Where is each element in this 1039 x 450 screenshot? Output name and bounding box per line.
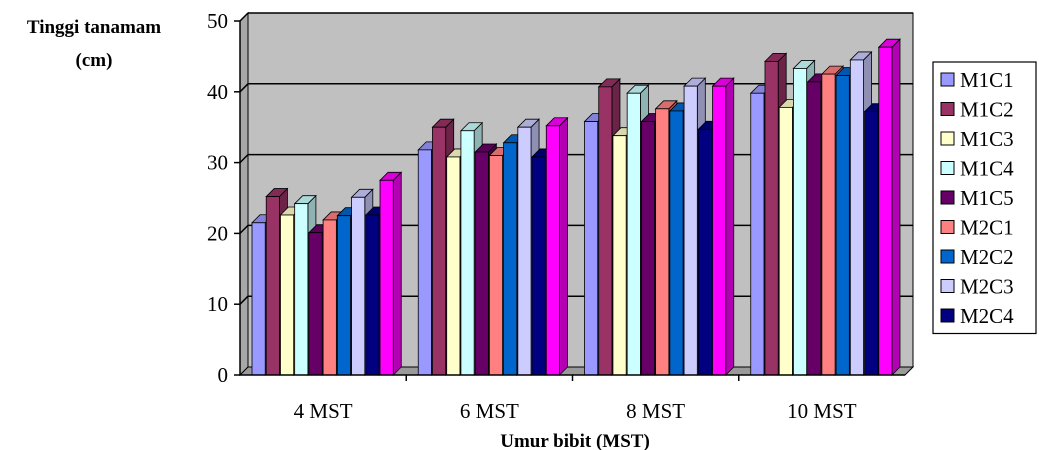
bar-front: [365, 214, 380, 376]
y-tick-label: 0: [218, 363, 229, 387]
legend-label: M2C1: [960, 216, 1014, 240]
bar-front: [750, 92, 765, 376]
bar: [545, 116, 569, 376]
bar-front: [351, 196, 366, 376]
legend-label: M1C4: [960, 157, 1014, 181]
bar-front: [778, 106, 793, 376]
bar-front: [641, 121, 656, 376]
legend-swatch: [940, 102, 955, 116]
bar-front: [878, 46, 893, 376]
bar-side: [725, 77, 735, 376]
bar-front: [460, 130, 475, 376]
bar-front: [807, 81, 822, 376]
x-tick-label: 4 MST: [294, 399, 353, 423]
bar-side: [392, 171, 402, 376]
x-axis-title: Umur bibit (MST): [500, 431, 650, 450]
bar-side: [891, 38, 901, 376]
bar-front: [793, 68, 808, 376]
bar-front: [545, 125, 560, 376]
x-tick-label: 10 MST: [787, 399, 857, 423]
y-tick-label: 10: [207, 292, 228, 316]
legend-swatch: [940, 249, 955, 264]
x-tick-label: 6 MST: [460, 399, 519, 423]
y-tick-label: 50: [207, 9, 228, 33]
bar-front: [712, 85, 727, 376]
bar-front: [835, 75, 850, 376]
bar-front: [432, 126, 447, 376]
bar-front: [308, 232, 323, 376]
bar: [711, 77, 735, 376]
bar-front: [697, 128, 712, 376]
bar-front: [821, 73, 836, 376]
x-tick-label: 8 MST: [626, 399, 685, 423]
y-tick-label: 30: [207, 151, 228, 175]
legend-label: M2C4: [960, 304, 1014, 328]
legend-swatch: [940, 190, 955, 205]
bar-front: [517, 126, 532, 376]
bar-front: [265, 196, 280, 376]
bar-front: [683, 85, 698, 376]
bar-front: [322, 219, 337, 376]
gridline-depth: [239, 295, 249, 305]
legend-swatch: [940, 72, 955, 87]
bar-front: [764, 60, 779, 376]
legend-swatch: [940, 161, 955, 175]
bar-front: [294, 203, 309, 376]
plot-side-wall: [239, 11, 249, 377]
legend-label: M1C3: [960, 127, 1014, 151]
bar-front: [474, 151, 489, 376]
legend-label: M1C5: [960, 186, 1014, 210]
bar-front: [503, 142, 518, 376]
legend: M1C1 M1C2 M1C3 M1C4 M1C5 M2C1 M2C2 M2C3 M2C4: [932, 61, 1037, 335]
legend-label: M1C1: [960, 68, 1014, 92]
y-axis-title-line1: Tinggi tanamam: [27, 17, 161, 38]
legend-swatch: [940, 279, 955, 293]
bars-group: [251, 38, 901, 376]
bar-front: [849, 59, 864, 376]
bar-side: [559, 116, 568, 376]
bar: [877, 38, 901, 376]
gridline-depth: [239, 224, 249, 234]
gridline-depth: [239, 83, 249, 93]
bar-front: [669, 110, 684, 376]
bar-front: [531, 156, 546, 376]
bar: [379, 171, 403, 376]
bar-front: [584, 121, 599, 376]
y-axis-title-line2: (cm): [76, 50, 113, 71]
gridline-depth: [239, 154, 249, 164]
legend-swatch: [940, 220, 955, 234]
legend-label: M2C3: [960, 275, 1014, 299]
legend-swatch: [940, 308, 955, 323]
bar-front: [488, 155, 504, 376]
legend-label: M1C2: [960, 98, 1014, 122]
bar-front: [336, 215, 351, 376]
bar-front: [417, 149, 432, 376]
bar-front: [446, 156, 461, 376]
bar-front: [251, 222, 266, 376]
legend-label: M2C2: [960, 245, 1014, 269]
y-tick-label: 40: [207, 80, 228, 104]
bar-front: [280, 214, 295, 376]
bar-front: [598, 86, 613, 376]
y-tick-label: 20: [207, 221, 228, 245]
legend-swatch: [940, 131, 955, 146]
axes: 0 10 20 30 40 50 4 MST 6 MST 8 MST 10 MST: [207, 9, 905, 423]
bar-front: [864, 111, 879, 376]
gridline-depth: [239, 12, 249, 22]
bar-front: [612, 135, 627, 376]
bar-front: [655, 108, 670, 376]
bar-front: [379, 179, 394, 376]
bar-front: [626, 92, 641, 376]
